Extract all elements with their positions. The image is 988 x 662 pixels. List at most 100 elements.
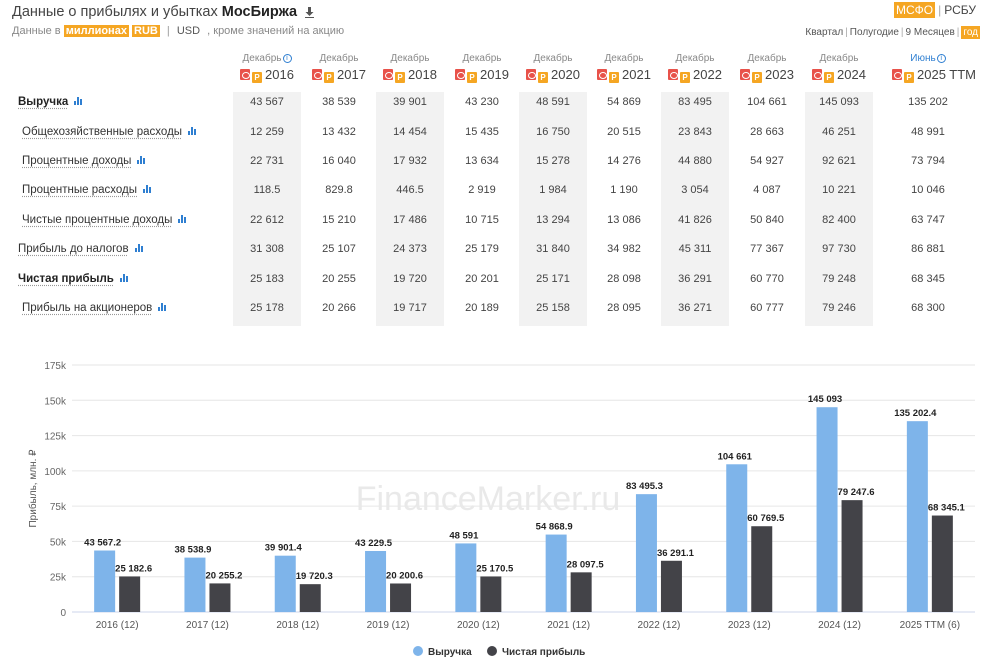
column-year: 2021 [622,67,651,82]
table-cell: 50 840 [750,214,784,226]
report-icon[interactable]: Р [904,72,914,83]
data-label: 25 170.5 [476,563,514,574]
column-year: 2023 [765,67,794,82]
table-cell: 23 843 [678,126,712,138]
x-tick-label: 2024 (12) [818,620,861,631]
period-quarter[interactable]: Квартал [805,27,844,38]
y-tick-label: 100k [44,467,67,478]
bar-chart-icon[interactable] [74,97,83,105]
row-label-text: Прибыль на акционеров [22,302,153,314]
table-cell: 38 539 [322,96,356,108]
table-cell: 20 189 [465,302,499,314]
column-month: Декабрь [819,53,859,64]
pdf-icon[interactable] [597,69,608,80]
report-icon[interactable]: Р [467,72,478,83]
info-icon[interactable]: i [282,54,292,63]
pdf-icon[interactable] [526,69,537,80]
pdf-icon[interactable] [892,69,902,80]
net-profit-bar [209,583,231,612]
revenue-bar [274,555,296,612]
row-label[interactable]: Прибыль до налогов [18,243,144,255]
row-label-text: Общехозяйственные расходы [22,126,183,138]
table-cell: 86 881 [911,243,945,255]
revenue-bar [455,543,477,612]
table-cell: 25 178 [250,302,284,314]
period-year[interactable]: год [961,26,980,39]
row-label[interactable]: Процентные расходы [22,184,152,196]
column-year-row: Р 2018 [374,66,446,84]
row-label[interactable]: Чистые процентные доходы [22,214,187,226]
report-icon[interactable]: Р [324,72,335,83]
report-icon[interactable]: Р [609,72,620,83]
column-year: 2020 [551,67,580,82]
table-cell: 48 991 [911,126,945,138]
period-9m[interactable]: 9 Месяцев [905,27,955,38]
report-icon[interactable]: Р [252,72,263,83]
table-cell: 104 661 [747,96,787,108]
table-cell: 31 840 [536,243,570,255]
pdf-icon[interactable] [383,69,394,80]
info-icon[interactable]: i [936,54,946,63]
column-year-row: Р 2020 [517,66,589,84]
table-cell: 60 770 [750,273,784,285]
revenue-bar [816,407,838,612]
column-year-row: Р 2019 [446,66,518,84]
data-label: 54 868.9 [536,522,573,533]
pdf-icon[interactable] [455,69,466,80]
bar-chart-icon[interactable] [134,244,144,252]
column-year: 2025 TTM [917,67,977,82]
data-label: 83 495.3 [626,481,663,492]
ifrs-button[interactable]: МСФО [893,2,936,18]
currency-rub-button[interactable]: RUB [132,25,160,37]
table-cell: 118.5 [253,184,281,196]
download-icon[interactable] [305,6,315,22]
pdf-icon[interactable] [312,69,323,80]
report-icon[interactable]: Р [680,72,691,83]
unit-badge[interactable]: миллионах [63,25,129,37]
y-tick-label: 150k [44,396,67,407]
column-month: Декабрь [319,53,359,64]
table-cell: 10 715 [465,214,499,226]
table-cell: 54 927 [750,155,784,167]
bar-chart-icon[interactable] [137,156,146,164]
table-cell: 36 291 [678,273,712,285]
pdf-icon[interactable] [740,69,751,80]
net-profit-bar [390,583,412,612]
column-year-row: Р 2024 [803,66,875,84]
data-label: 43 567.2 [84,538,121,549]
bar-chart-icon[interactable] [119,274,129,282]
pdf-icon[interactable] [812,69,823,80]
bar-chart-icon[interactable] [178,215,187,223]
report-icon[interactable]: Р [752,72,763,83]
table-cell: 24 373 [393,243,427,255]
bar-chart-icon[interactable] [143,185,152,193]
report-icon[interactable]: Р [824,72,835,83]
bar-chart-icon[interactable] [158,303,167,311]
period-half[interactable]: Полугодие [849,27,899,38]
table-cell: 3 054 [681,184,709,196]
row-label[interactable]: Чистая прибыль [18,273,129,285]
table-cell: 22 731 [250,155,284,167]
currency-usd-button[interactable]: USD [176,25,201,37]
y-tick-label: 25k [50,573,67,584]
row-label[interactable]: Процентные доходы [22,155,146,167]
table-cell: 15 435 [465,126,499,138]
table-cell: 43 567 [250,96,284,108]
pdf-icon[interactable] [240,69,251,80]
table-cell: 14 276 [607,155,641,167]
ras-button[interactable]: РСБУ [944,3,976,17]
row-label[interactable]: Выручка [18,96,83,108]
table-cell: 48 591 [536,96,570,108]
row-label[interactable]: Прибыль на акционеров [22,302,167,314]
column-header: Декабрь Р 2020 [517,52,589,84]
table-cell: 41 826 [678,214,712,226]
pdf-icon[interactable] [668,69,679,80]
table-cell: 43 230 [465,96,499,108]
column-month: Декабрь i [231,52,303,65]
report-icon[interactable]: Р [538,72,549,83]
column-month: Декабрь [462,53,502,64]
table-cell: 13 432 [322,126,356,138]
report-icon[interactable]: Р [395,72,406,83]
bar-chart-icon[interactable] [188,127,197,135]
row-label[interactable]: Общехозяйственные расходы [22,126,197,138]
